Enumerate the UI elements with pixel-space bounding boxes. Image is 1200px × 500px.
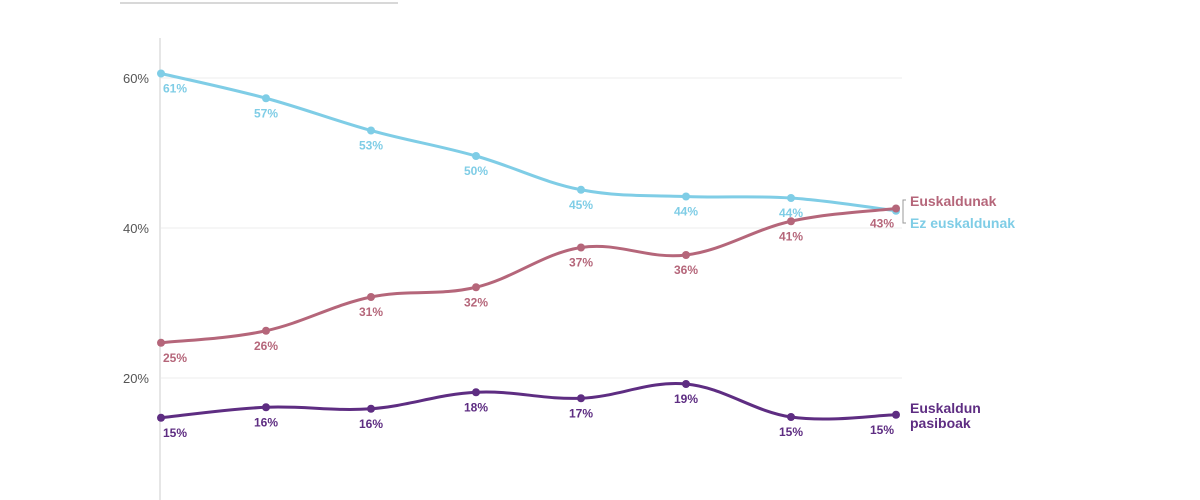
y-tick-label: 40% <box>123 221 149 236</box>
data-point-euskaldun-pasiboak <box>787 413 795 421</box>
grid-lines <box>161 77 902 379</box>
data-point-euskaldun-pasiboak <box>682 380 690 388</box>
data-label-ez-euskaldunak: 50% <box>464 164 488 178</box>
data-point-euskaldun-pasiboak <box>262 403 270 412</box>
data-point-euskaldunak <box>157 338 165 347</box>
data-point-ez-euskaldunak <box>367 126 375 135</box>
data-point-euskaldunak <box>472 283 480 292</box>
data-label-euskaldun-pasiboak: 15% <box>163 426 187 440</box>
data-point-euskaldunak <box>892 204 900 213</box>
data-point-euskaldun-pasiboak <box>892 410 900 419</box>
data-point-ez-euskaldunak <box>577 185 585 194</box>
data-point-ez-euskaldunak <box>472 152 480 160</box>
data-label-euskaldun-pasiboak: 18% <box>464 400 488 414</box>
series-line-euskaldunak <box>159 207 898 345</box>
y-axis-ticks: 20% 40% 60% <box>123 71 149 386</box>
series-line-euskaldun-pasiboak <box>159 382 898 421</box>
data-label-euskaldunak: 41% <box>779 229 803 243</box>
data-label-ez-euskaldunak: 61% <box>163 82 187 96</box>
label-bracket <box>902 199 906 224</box>
data-label-euskaldunak: 43% <box>870 217 894 231</box>
data-point-ez-euskaldunak <box>262 94 270 103</box>
data-point-euskaldunak <box>787 217 795 226</box>
data-point-euskaldun-pasiboak <box>157 413 165 422</box>
series-euskaldunak: 25% 26% 31% 32% 37% 36% 41% 43% <box>157 204 900 365</box>
series-ez-euskaldunak: 61% 57% 53% 50% 45% 44% 44% <box>157 69 900 220</box>
data-label-ez-euskaldunak: 44% <box>779 206 803 220</box>
series-name-euskaldunak: Euskaldunak <box>910 193 997 209</box>
data-point-euskaldunak <box>682 251 690 259</box>
data-label-euskaldunak: 25% <box>163 351 187 365</box>
series-euskaldun-pasiboak: 15% 16% 16% 18% 17% 19% 15% 15% <box>157 380 900 440</box>
data-point-euskaldunak <box>577 243 585 252</box>
y-tick-label: 20% <box>123 371 149 386</box>
data-label-euskaldunak: 31% <box>359 305 383 319</box>
data-label-euskaldun-pasiboak: 16% <box>359 417 383 431</box>
data-label-euskaldun-pasiboak: 16% <box>254 415 278 429</box>
data-point-euskaldun-pasiboak <box>472 388 480 397</box>
data-point-euskaldunak <box>262 326 270 335</box>
data-point-ez-euskaldunak <box>682 192 690 201</box>
series-name-euskaldun-pasiboak: pasiboak <box>910 415 971 431</box>
data-label-euskaldunak: 26% <box>254 339 278 353</box>
data-label-ez-euskaldunak: 57% <box>254 106 278 120</box>
series-end-labels: Euskaldunak Ez euskaldunak Euskaldunpasibo… <box>902 193 1015 431</box>
series-line-ez-euskaldunak <box>159 72 898 213</box>
data-label-ez-euskaldunak: 53% <box>359 139 383 153</box>
data-label-euskaldunak: 37% <box>569 256 593 270</box>
data-label-euskaldunak: 32% <box>464 295 488 309</box>
series-name-euskaldun-pasiboak: Euskaldun <box>910 400 981 416</box>
data-point-euskaldunak <box>367 293 375 301</box>
data-point-euskaldun-pasiboak <box>577 394 585 403</box>
data-label-euskaldun-pasiboak: 15% <box>870 423 894 437</box>
data-label-ez-euskaldunak: 45% <box>569 198 593 212</box>
data-label-euskaldunak: 36% <box>674 263 698 277</box>
data-label-euskaldun-pasiboak: 17% <box>569 406 593 420</box>
data-point-ez-euskaldunak <box>157 69 165 78</box>
data-label-euskaldun-pasiboak: 15% <box>779 425 803 439</box>
series-group: 61% 57% 53% 50% 45% 44% 44% 25% 26% 31% 32% 37% 36% 4… <box>157 69 900 440</box>
y-tick-label: 60% <box>123 71 149 86</box>
data-point-ez-euskaldunak <box>787 194 795 202</box>
data-point-euskaldun-pasiboak <box>367 404 375 413</box>
data-label-euskaldun-pasiboak: 19% <box>674 392 698 406</box>
series-name-ez-euskaldunak: Ez euskaldunak <box>910 215 1015 231</box>
data-label-ez-euskaldunak: 44% <box>674 205 698 219</box>
